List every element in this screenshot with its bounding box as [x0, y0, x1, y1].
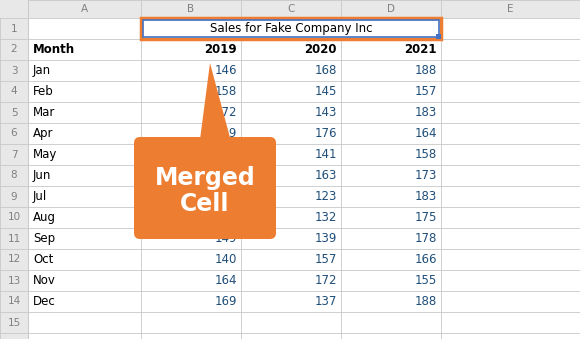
Polygon shape: [198, 63, 234, 151]
Bar: [141, 18, 441, 39]
Text: 176: 176: [314, 127, 337, 140]
Text: 5: 5: [10, 107, 17, 118]
Text: 2019: 2019: [204, 43, 237, 56]
Text: E: E: [508, 4, 514, 14]
Text: 14: 14: [8, 297, 21, 306]
Text: 1: 1: [10, 23, 17, 34]
Text: 2: 2: [10, 44, 17, 55]
Text: 11: 11: [8, 234, 21, 243]
Bar: [0, 18, 28, 339]
Text: 148: 148: [215, 190, 237, 203]
Text: 175: 175: [415, 211, 437, 224]
Text: Jun: Jun: [33, 169, 52, 182]
Text: 172: 172: [215, 106, 237, 119]
Text: 4: 4: [10, 86, 17, 97]
Text: 13: 13: [8, 276, 21, 285]
Text: 15: 15: [8, 318, 21, 327]
Text: 137: 137: [215, 169, 237, 182]
Text: 3: 3: [10, 65, 17, 76]
Text: D: D: [387, 4, 395, 14]
Text: 132: 132: [314, 211, 337, 224]
Text: 164: 164: [415, 127, 437, 140]
Bar: [436, 34, 441, 39]
Text: Mar: Mar: [33, 106, 55, 119]
Bar: [143, 20, 439, 37]
Text: 2020: 2020: [304, 43, 337, 56]
Text: 140: 140: [215, 253, 237, 266]
Text: A: A: [81, 4, 88, 14]
Text: 159: 159: [215, 127, 237, 140]
Text: 155: 155: [415, 274, 437, 287]
Text: 158: 158: [415, 148, 437, 161]
Text: Jul: Jul: [33, 190, 47, 203]
Text: Sep: Sep: [33, 232, 55, 245]
Text: Jan: Jan: [33, 64, 51, 77]
Text: C: C: [287, 4, 295, 14]
Text: 188: 188: [415, 295, 437, 308]
Text: 146: 146: [215, 64, 237, 77]
Text: 157: 157: [314, 253, 337, 266]
Text: 10: 10: [8, 213, 20, 222]
Text: 158: 158: [215, 85, 237, 98]
Text: 123: 123: [314, 190, 337, 203]
Text: 9: 9: [10, 192, 17, 201]
Text: 147: 147: [215, 211, 237, 224]
Text: 12: 12: [8, 255, 21, 264]
Text: 172: 172: [314, 274, 337, 287]
Text: May: May: [33, 148, 57, 161]
Text: 168: 168: [314, 64, 337, 77]
Text: 157: 157: [415, 85, 437, 98]
Text: 7: 7: [10, 149, 17, 160]
Text: Dec: Dec: [33, 295, 56, 308]
Text: Aug: Aug: [33, 211, 56, 224]
Text: 2021: 2021: [404, 43, 437, 56]
Text: 178: 178: [415, 232, 437, 245]
Text: 149: 149: [215, 232, 237, 245]
Bar: [141, 18, 441, 39]
Text: Nov: Nov: [33, 274, 56, 287]
Text: 183: 183: [415, 190, 437, 203]
Text: 166: 166: [415, 253, 437, 266]
Text: 139: 139: [314, 232, 337, 245]
Text: Feb: Feb: [33, 85, 54, 98]
Text: Merged
Cell: Merged Cell: [155, 165, 255, 216]
Text: 164: 164: [215, 274, 237, 287]
Text: 169: 169: [215, 295, 237, 308]
Text: 6: 6: [10, 128, 17, 139]
Text: Oct: Oct: [33, 253, 53, 266]
Text: 137: 137: [314, 295, 337, 308]
Text: 183: 183: [415, 106, 437, 119]
Text: B: B: [187, 4, 194, 14]
Bar: [0, 0, 580, 18]
Text: 145: 145: [314, 85, 337, 98]
Bar: [0, 0, 28, 18]
Text: 141: 141: [314, 148, 337, 161]
Text: 188: 188: [415, 64, 437, 77]
Text: Sales for Fake Company Inc: Sales for Fake Company Inc: [210, 22, 372, 35]
Text: 8: 8: [10, 171, 17, 180]
Text: 173: 173: [415, 169, 437, 182]
Text: 163: 163: [314, 169, 337, 182]
Text: 144: 144: [215, 148, 237, 161]
FancyBboxPatch shape: [134, 137, 276, 239]
Text: Apr: Apr: [33, 127, 53, 140]
Text: 143: 143: [314, 106, 337, 119]
Text: Month: Month: [33, 43, 75, 56]
